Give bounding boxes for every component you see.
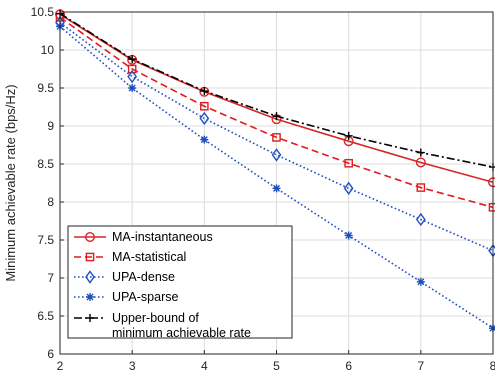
legend: MA-instantaneous MA-statistical UPA-dense U…: [67, 225, 293, 340]
data-point: [85, 270, 95, 284]
series-ma-statistical: [55, 13, 495, 212]
legend-label: MA-statistical: [112, 250, 186, 264]
data-point: [200, 87, 209, 96]
series-line: [59, 21, 494, 252]
data-point: [86, 293, 94, 301]
x-tick-label: 5: [273, 359, 280, 373]
data-point: [127, 64, 137, 74]
y-tick-label: 8.5: [37, 157, 54, 171]
data-point: [416, 277, 425, 286]
data-point: [86, 314, 94, 322]
y-tick-label: 7.5: [37, 233, 54, 247]
y-tick-label: 7: [47, 271, 54, 285]
data-point: [343, 181, 354, 196]
legend-label: UPA-sparse: [112, 290, 179, 304]
series-layer: [55, 9, 495, 333]
x-tick-label: 8: [490, 359, 495, 373]
data-point: [128, 55, 137, 64]
data-point: [344, 158, 353, 168]
data-point: [344, 131, 353, 140]
data-point: [272, 133, 281, 142]
legend-item: UPA-dense: [74, 270, 175, 284]
data-point: [272, 112, 281, 121]
x-tick-label: 7: [417, 359, 424, 373]
data-point: [415, 157, 426, 168]
legend-box: [67, 225, 293, 339]
y-tick-label: 10: [41, 43, 55, 57]
legend-label: MA-instantaneous: [112, 230, 213, 244]
y-tick-label: 9.5: [37, 81, 54, 95]
legend-label: UPA-dense: [112, 270, 175, 284]
y-axis-label: Minimum achievable rate (bps/Hz): [3, 84, 18, 281]
legend-label: Upper-bound of minimum achievable rate: [112, 311, 251, 340]
x-tick-label: 3: [129, 359, 136, 373]
data-point: [416, 148, 425, 157]
y-tick-label: 8: [47, 195, 54, 209]
data-point: [127, 69, 138, 84]
data-point: [272, 184, 281, 193]
x-tick-label: 4: [201, 359, 208, 373]
legend-item: Upper-bound of minimum achievable rate: [74, 311, 251, 340]
data-point: [200, 135, 209, 144]
x-tick-label: 2: [57, 359, 64, 373]
y-tick-label: 9: [47, 119, 54, 133]
data-point: [415, 212, 426, 227]
y-tick-label: 6.5: [37, 309, 54, 323]
y-tick-label: 6: [47, 347, 54, 361]
legend-item: UPA-sparse: [74, 290, 179, 304]
x-tick-label: 6: [345, 359, 352, 373]
data-point: [344, 231, 353, 240]
y-tick-label: 10.5: [31, 5, 55, 19]
data-point: [85, 252, 95, 262]
axis-ticks: 2 3 4 5 6 7 8 6 6.5 7 7.5 8 8.5 9 9.5 10 10.5: [31, 5, 495, 373]
legend-item: MA-instantaneous: [74, 230, 213, 244]
data-point: [84, 231, 95, 242]
data-point: [271, 148, 282, 162]
data-point: [199, 111, 210, 126]
data-point: [200, 101, 209, 111]
data-point: [416, 183, 426, 192]
data-point: [128, 84, 137, 92]
legend-item: MA-statistical: [74, 250, 186, 264]
series-line: [59, 16, 494, 209]
